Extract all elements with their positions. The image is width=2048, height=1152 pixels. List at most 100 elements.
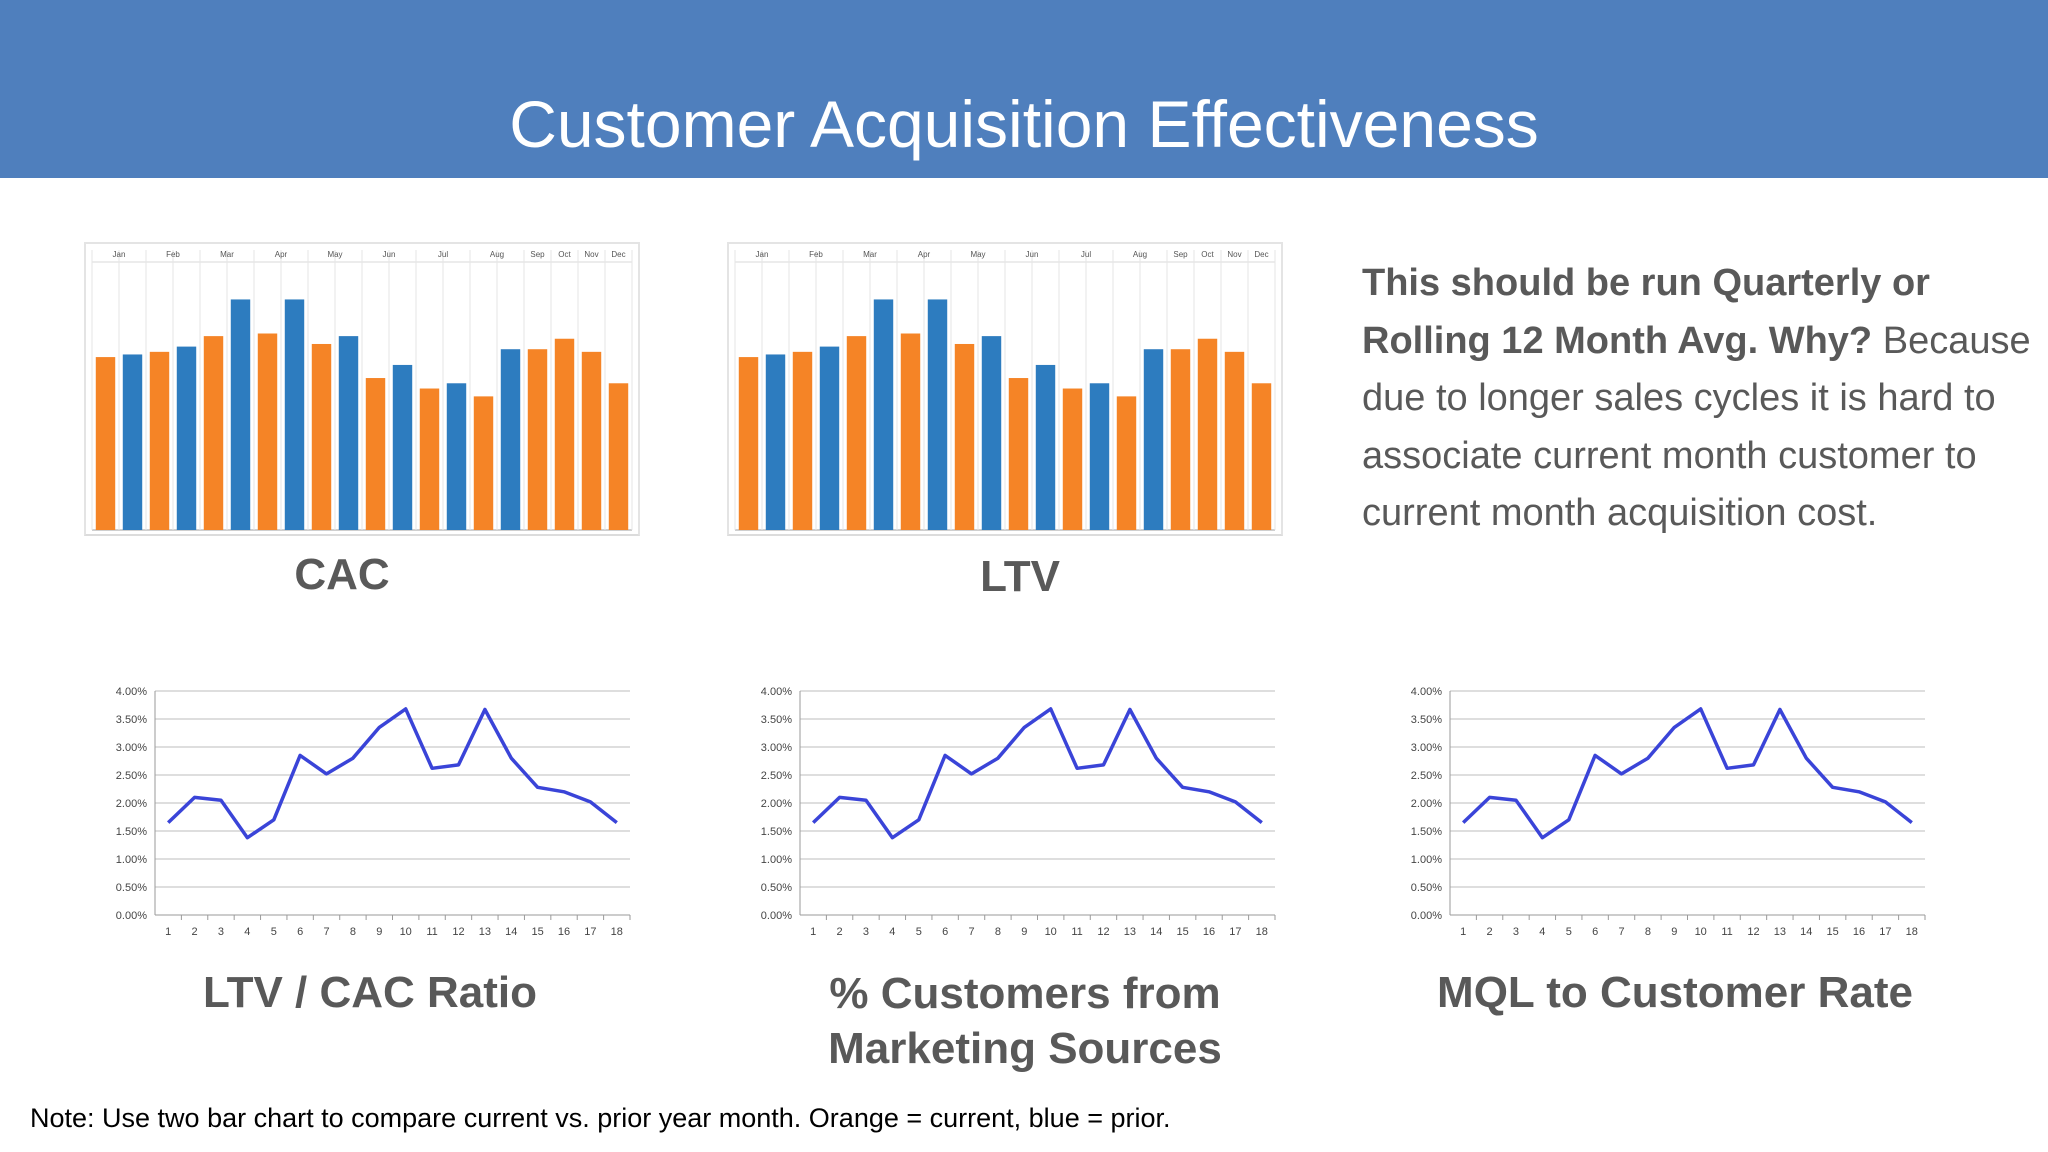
x-tick-label: 8 xyxy=(1645,926,1651,938)
month-tick-label: Sep xyxy=(1173,250,1188,259)
bar-prior xyxy=(284,299,305,530)
month-tick-label: Aug xyxy=(490,250,504,259)
month-tick-label: Apr xyxy=(275,250,288,259)
slide-title: Customer Acquisition Effectiveness xyxy=(509,87,1539,161)
pct-marketing-line-chart: 0.00% 0.50% 1.00% 1.50% 2.00% 2.50% 3.00% 3.50%… xyxy=(740,680,1285,940)
x-tick-label: 18 xyxy=(611,926,623,938)
x-tick-label: 16 xyxy=(1203,926,1215,938)
bar-current xyxy=(149,351,170,530)
y-tick-label: 1.00% xyxy=(1411,854,1442,866)
month-tick-label: Feb xyxy=(809,250,823,259)
x-tick-label: 11 xyxy=(1721,926,1732,938)
month-tick-label: Sep xyxy=(530,250,545,259)
month-tick-label: Aug xyxy=(1133,250,1147,259)
month-tick-label: Nov xyxy=(584,250,598,259)
x-tick-label: 17 xyxy=(1879,926,1891,938)
explanation-text: Because due to longer sales cycles it is… xyxy=(1362,319,2031,535)
x-tick-label: 17 xyxy=(1229,926,1241,938)
bar-prior xyxy=(981,336,1002,530)
y-tick-label: 2.00% xyxy=(761,798,792,810)
y-tick-label: 0.00% xyxy=(116,910,147,922)
y-tick-label: 1.00% xyxy=(116,854,147,866)
bar-prior xyxy=(176,346,197,530)
cac-svg: Jan Feb Mar Apr May Jun Jul Aug Sep Oct Nov Dec xyxy=(91,250,633,531)
bar-current xyxy=(1062,388,1083,530)
ltv-cac-caption: LTV / CAC Ratio xyxy=(202,968,538,1017)
month-tick-label: Jan xyxy=(113,250,126,259)
bar-current xyxy=(581,351,602,530)
cac-caption: CAC xyxy=(294,550,390,599)
pct-marketing-caption: % Customers from Marketing Sources xyxy=(828,969,1222,1073)
x-tick-label: 1 xyxy=(1460,926,1466,938)
x-tick-label: 14 xyxy=(505,926,517,938)
x-tick-label: 6 xyxy=(297,926,303,938)
month-tick-label: Apr xyxy=(918,250,931,259)
y-tick-label: 0.50% xyxy=(761,882,792,894)
y-tick-label: 0.00% xyxy=(1411,910,1442,922)
bar-current xyxy=(365,378,386,530)
y-tick-label: 3.50% xyxy=(1411,714,1442,726)
bar-current xyxy=(1224,351,1245,530)
mql-svg: 0.00% 0.50% 1.00% 1.50% 2.00% 2.50% 3.00% 3.50%… xyxy=(1411,686,1926,938)
month-tick-label: May xyxy=(970,250,985,259)
ltv-cac-line-chart: 0.00% 0.50% 1.00% 1.50% 2.00% 2.50% 3.00% 3.50%… xyxy=(95,680,640,940)
month-tick-label: Jun xyxy=(383,250,396,259)
x-tick-label: 3 xyxy=(1513,926,1519,938)
bar-prior xyxy=(1089,383,1110,530)
bar-prior xyxy=(819,346,840,530)
bar-current xyxy=(1197,338,1218,530)
y-tick-label: 4.00% xyxy=(1411,686,1442,698)
series-line xyxy=(166,707,618,840)
bar-prior xyxy=(338,336,359,530)
month-tick-label: Jul xyxy=(1081,250,1091,259)
quarterly-explanation: This should be run Quarterly or Rolling … xyxy=(1362,255,2042,543)
bar-prior xyxy=(392,364,413,530)
ltv_cac-svg: 0.00% 0.50% 1.00% 1.50% 2.00% 2.50% 3.00% 3.50%… xyxy=(116,686,631,938)
bar-current xyxy=(311,343,332,530)
y-tick-label: 2.50% xyxy=(761,770,792,782)
x-tick-label: 11 xyxy=(426,926,437,938)
y-tick-label: 0.50% xyxy=(116,882,147,894)
ltv-caption: LTV xyxy=(980,552,1060,601)
x-tick-label: 13 xyxy=(1774,926,1786,938)
month-tick-label: Oct xyxy=(558,250,571,259)
month-tick-label: Dec xyxy=(611,250,625,259)
x-tick-label: 11 xyxy=(1071,926,1082,938)
bar-current xyxy=(608,383,629,530)
month-tick-label: Jun xyxy=(1026,250,1039,259)
bar-prior xyxy=(122,354,143,530)
y-tick-label: 4.00% xyxy=(116,686,147,698)
mql-caption: MQL to Customer Rate xyxy=(1437,968,1913,1017)
y-tick-label: 1.50% xyxy=(116,826,147,838)
x-tick-label: 9 xyxy=(1021,926,1027,938)
x-tick-label: 9 xyxy=(1671,926,1677,938)
x-tick-label: 18 xyxy=(1256,926,1268,938)
x-tick-label: 9 xyxy=(376,926,382,938)
x-tick-label: 18 xyxy=(1906,926,1918,938)
bar-current xyxy=(554,338,575,530)
x-tick-label: 1 xyxy=(165,926,171,938)
y-tick-label: 2.50% xyxy=(116,770,147,782)
x-tick-label: 14 xyxy=(1150,926,1162,938)
month-tick-label: Mar xyxy=(220,250,234,259)
x-tick-label: 2 xyxy=(1487,926,1493,938)
month-tick-label: Jan xyxy=(756,250,769,259)
month-tick-label: May xyxy=(327,250,342,259)
series-line xyxy=(1461,707,1913,840)
pct_marketing-svg: 0.00% 0.50% 1.00% 1.50% 2.00% 2.50% 3.00% 3.50%… xyxy=(761,686,1276,938)
month-tick-label: Mar xyxy=(863,250,877,259)
x-tick-label: 8 xyxy=(350,926,356,938)
footnote: Note: Use two bar chart to compare curre… xyxy=(30,1103,1171,1133)
x-tick-label: 15 xyxy=(1177,926,1189,938)
y-tick-label: 1.50% xyxy=(761,826,792,838)
x-tick-label: 2 xyxy=(192,926,198,938)
y-tick-label: 3.00% xyxy=(116,742,147,754)
x-tick-label: 10 xyxy=(400,926,412,938)
bar-prior xyxy=(446,383,467,530)
month-tick-label: Jul xyxy=(438,250,448,259)
y-tick-label: 0.50% xyxy=(1411,882,1442,894)
bar-current xyxy=(257,333,278,530)
x-tick-label: 4 xyxy=(244,926,250,938)
bar-current xyxy=(738,357,759,530)
ltv-bar-chart: Jan Feb Mar Apr May Jun Jul Aug Sep Oct Nov Dec xyxy=(727,242,1283,536)
